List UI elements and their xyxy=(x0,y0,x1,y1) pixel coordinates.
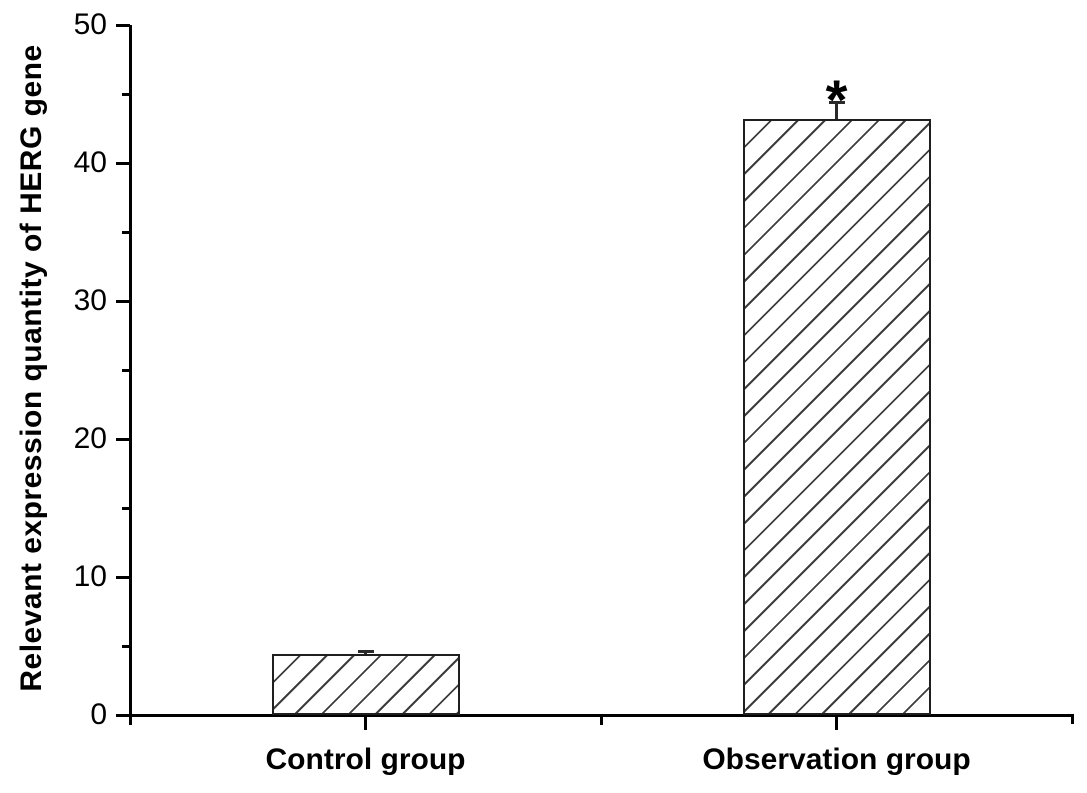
y-minor-tick xyxy=(122,507,130,510)
y-minor-tick xyxy=(122,645,130,648)
x-category-label-observation-group: Observation group xyxy=(702,743,971,776)
x-axis-end-tick xyxy=(1071,714,1074,724)
bar-control-group xyxy=(271,654,460,715)
y-major-tick xyxy=(116,714,130,717)
bar-observation-group xyxy=(742,118,931,715)
y-tick-label-30: 30 xyxy=(73,284,107,317)
x-major-tick-observation-group xyxy=(835,717,838,730)
error-bar-line-observation-group xyxy=(835,102,838,121)
y-axis-title: Relevant expression quantity of HERG gen… xyxy=(15,44,48,692)
y-axis-line xyxy=(129,25,132,725)
error-bar-cap-observation-group xyxy=(828,101,845,105)
error-bar-cap-control-group xyxy=(357,649,374,653)
y-major-tick xyxy=(116,576,130,579)
significance-asterisk: * xyxy=(825,68,848,132)
y-major-tick xyxy=(116,162,130,165)
y-tick-label-50: 50 xyxy=(73,8,107,41)
x-minor-tick xyxy=(600,717,603,725)
y-major-tick xyxy=(116,438,130,441)
y-tick-label-10: 10 xyxy=(73,560,107,593)
y-tick-label-20: 20 xyxy=(73,422,107,455)
y-minor-tick xyxy=(122,93,130,96)
x-major-tick-control-group xyxy=(364,717,367,730)
error-bar-line-control-group xyxy=(364,650,367,657)
y-tick-label-0: 0 xyxy=(90,698,107,731)
x-category-label-control-group: Control group xyxy=(265,743,466,776)
y-major-tick xyxy=(116,300,130,303)
y-minor-tick xyxy=(122,369,130,372)
y-minor-tick xyxy=(122,231,130,234)
x-axis-line xyxy=(129,714,1074,717)
y-major-tick xyxy=(116,24,130,27)
y-tick-label-40: 40 xyxy=(73,146,107,179)
